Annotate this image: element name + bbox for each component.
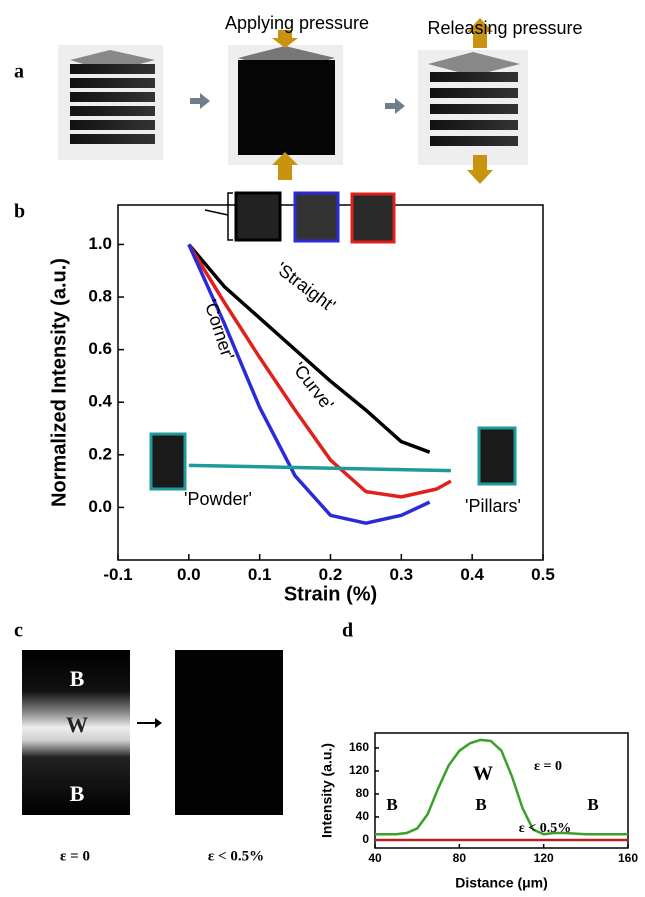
region-label: W bbox=[66, 712, 88, 737]
inset-images bbox=[149, 191, 517, 491]
panel-label: a bbox=[14, 61, 24, 83]
annotation: W bbox=[473, 763, 493, 785]
diagram-label: Releasing pressure bbox=[427, 18, 582, 38]
panel-label: b bbox=[14, 201, 25, 223]
y-tick-label: 0.2 bbox=[88, 444, 112, 463]
x-tick-label: 0.1 bbox=[248, 565, 272, 584]
chart-d: 40 80 120 160 0 40 80 120 160 Distance (μm) Intens… bbox=[319, 732, 638, 891]
annotation: 'Pillars' bbox=[465, 496, 521, 516]
y-tick-label: 80 bbox=[356, 786, 370, 800]
annotation: B bbox=[475, 795, 486, 814]
y-tick-label: 0.4 bbox=[88, 392, 112, 411]
image-strained bbox=[175, 650, 283, 815]
y-tick-label: 1.0 bbox=[88, 234, 112, 253]
stack-right bbox=[418, 18, 528, 184]
region-label: B bbox=[70, 781, 85, 806]
series-label: 'Powder' bbox=[184, 489, 252, 509]
caption: ε = 0 bbox=[60, 848, 90, 864]
x-tick-label: 160 bbox=[618, 851, 638, 865]
series-line bbox=[187, 243, 431, 525]
y-tick-label: 0.8 bbox=[88, 287, 112, 306]
chart-b: -0.1 0.0 0.1 0.2 0.3 0.4 0.5 0.0 0.2 0.4 0.6 0.8 1.0… bbox=[48, 204, 555, 605]
x-tick-label: 0.0 bbox=[177, 565, 201, 584]
series-line bbox=[375, 738, 628, 836]
y-tick-label: 160 bbox=[349, 740, 369, 754]
series-line bbox=[188, 463, 451, 473]
x-tick-label: -0.1 bbox=[103, 565, 132, 584]
y-tick-label: 120 bbox=[349, 763, 369, 777]
arrow bbox=[385, 98, 405, 114]
caption: ε < 0.5% bbox=[208, 848, 264, 864]
stack-middle bbox=[228, 30, 343, 180]
arrow bbox=[137, 718, 162, 728]
x-tick-label: 80 bbox=[453, 851, 467, 865]
series-line bbox=[187, 243, 431, 454]
x-tick-label: 0.5 bbox=[531, 565, 555, 584]
x-tick-label: 0.3 bbox=[390, 565, 414, 584]
panel-label: c bbox=[14, 620, 23, 642]
x-tick-label: 40 bbox=[368, 851, 382, 865]
series-label: 'Straight' bbox=[272, 258, 339, 315]
series-line bbox=[187, 243, 452, 499]
region-label: B bbox=[70, 666, 85, 691]
annotation: B bbox=[386, 795, 397, 814]
x-tick-label: 0.4 bbox=[460, 565, 484, 584]
annotation: B bbox=[587, 795, 598, 814]
x-tick-label: 0.2 bbox=[319, 565, 343, 584]
x-tick-label: 120 bbox=[534, 851, 554, 865]
stack-left bbox=[58, 45, 163, 160]
plot-frame bbox=[374, 732, 629, 849]
panel-label: d bbox=[342, 620, 353, 642]
diagram-label: Applying pressure bbox=[225, 13, 369, 33]
arrow bbox=[190, 93, 210, 109]
y-tick-label: 0.0 bbox=[88, 497, 112, 516]
y-tick-label: 0.6 bbox=[88, 339, 112, 358]
y-axis-label: Intensity (a.u.) bbox=[319, 743, 335, 838]
y-tick-label: 0 bbox=[362, 832, 369, 846]
series-label: ε < 0.5% bbox=[519, 821, 571, 836]
y-tick-label: 40 bbox=[356, 809, 370, 823]
x-axis-label: Strain (%) bbox=[284, 583, 377, 605]
y-axis-label: Normalized Intensity (a.u.) bbox=[48, 258, 70, 507]
series-label: 'Corner' bbox=[200, 297, 238, 362]
x-axis-label: Distance (μm) bbox=[455, 875, 548, 891]
image-strained-free bbox=[22, 650, 130, 815]
series-label: ε = 0 bbox=[534, 759, 562, 774]
